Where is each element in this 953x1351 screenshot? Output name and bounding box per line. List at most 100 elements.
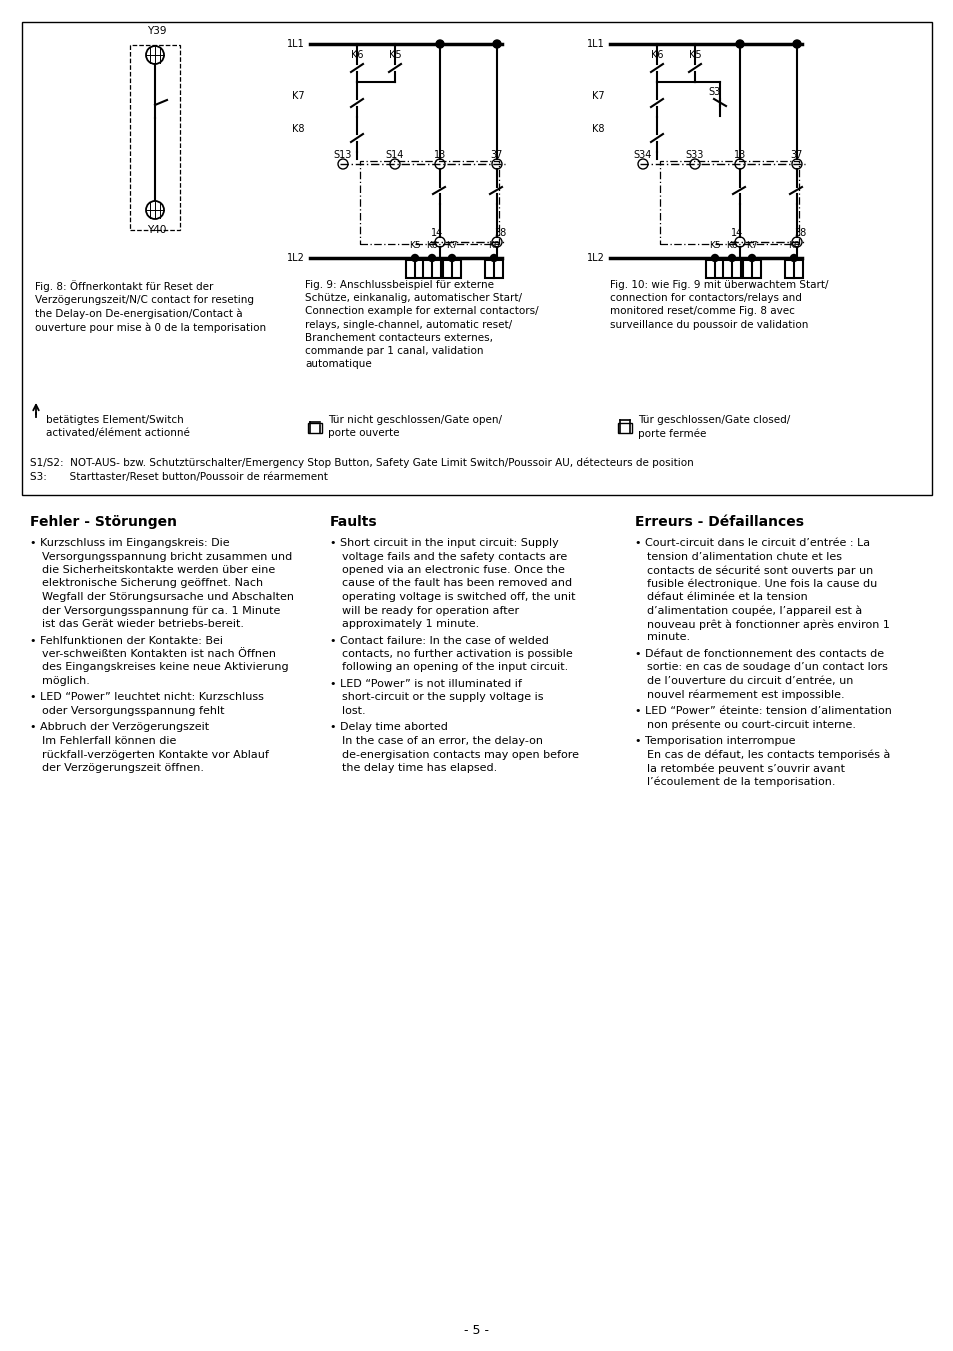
Text: contacts de sécurité sont ouverts par un: contacts de sécurité sont ouverts par un <box>646 565 872 576</box>
Text: ver-schweißten Kontakten ist nach Öffnen: ver-schweißten Kontakten ist nach Öffnen <box>42 648 275 659</box>
Bar <box>784 259 802 278</box>
Text: S3:       Starttaster/Reset button/Poussoir de réarmement: S3: Starttaster/Reset button/Poussoir de… <box>30 471 328 482</box>
Text: K8: K8 <box>488 240 499 250</box>
Circle shape <box>792 41 801 49</box>
Text: contacts, no further activation is possible: contacts, no further activation is possi… <box>341 648 572 659</box>
Text: S14: S14 <box>385 150 404 159</box>
Text: möglich.: möglich. <box>42 676 90 686</box>
Text: K5: K5 <box>409 240 420 250</box>
Bar <box>705 259 723 278</box>
Text: Tür geschlossen/Gate closed/
porte fermée: Tür geschlossen/Gate closed/ porte fermé… <box>638 415 789 439</box>
Bar <box>659 161 799 245</box>
Text: betätigtes Element/Switch
activated/élément actionné: betätigtes Element/Switch activated/élém… <box>46 415 190 438</box>
Text: K8: K8 <box>293 124 305 134</box>
Text: • Contact failure: In the case of welded: • Contact failure: In the case of welded <box>330 635 548 646</box>
Text: Im Fehlerfall können die: Im Fehlerfall können die <box>42 736 176 746</box>
Text: In the case of an error, the delay-on: In the case of an error, the delay-on <box>341 736 542 746</box>
Text: Fig. 10: wie Fig. 9 mit überwachtem Start/
connection for contactors/relays and
: Fig. 10: wie Fig. 9 mit überwachtem Star… <box>609 280 827 330</box>
Text: minute.: minute. <box>646 632 689 643</box>
Bar <box>130 45 180 230</box>
Text: non présente ou court-circuit interne.: non présente ou court-circuit interne. <box>646 720 855 730</box>
Bar <box>359 161 498 245</box>
Text: S3: S3 <box>707 86 720 97</box>
Text: tension d’alimentation chute et les: tension d’alimentation chute et les <box>646 551 841 562</box>
Text: 13: 13 <box>434 150 446 159</box>
Text: approximately 1 minute.: approximately 1 minute. <box>341 619 478 630</box>
Text: K5: K5 <box>388 50 401 59</box>
Bar <box>406 259 423 278</box>
Text: • Abbruch der Verzögerungszeit: • Abbruch der Verzögerungszeit <box>30 723 209 732</box>
Text: En cas de défaut, les contacts temporisés à: En cas de défaut, les contacts temporisé… <box>646 750 889 761</box>
Text: K7: K7 <box>592 91 604 101</box>
Text: rückfall-verzögerten Kontakte vor Ablauf: rückfall-verzögerten Kontakte vor Ablauf <box>42 750 269 759</box>
Bar <box>422 259 440 278</box>
Circle shape <box>490 254 497 262</box>
Text: following an opening of the input circuit.: following an opening of the input circui… <box>341 662 568 673</box>
Text: K6: K6 <box>351 50 363 59</box>
Text: 1L1: 1L1 <box>587 39 604 49</box>
Text: K6: K6 <box>725 240 737 250</box>
Text: K6: K6 <box>426 240 437 250</box>
Text: oder Versorgungsspannung fehlt: oder Versorgungsspannung fehlt <box>42 707 224 716</box>
Bar <box>442 259 460 278</box>
Text: der Verzögerungszeit öffnen.: der Verzögerungszeit öffnen. <box>42 763 204 773</box>
Bar <box>22 22 931 494</box>
Text: Y39: Y39 <box>147 26 167 36</box>
Text: • LED “Power” is not illuminated if: • LED “Power” is not illuminated if <box>330 680 521 689</box>
Text: Y40: Y40 <box>147 226 167 235</box>
Text: K5: K5 <box>688 50 700 59</box>
Text: • Delay time aborted: • Delay time aborted <box>330 723 447 732</box>
Text: • Short circuit in the input circuit: Supply: • Short circuit in the input circuit: Su… <box>330 538 558 549</box>
Bar <box>484 259 502 278</box>
Bar <box>742 259 760 278</box>
Text: K5: K5 <box>708 240 720 250</box>
Text: de-energisation contacts may open before: de-energisation contacts may open before <box>341 750 578 759</box>
Bar <box>308 423 322 434</box>
Text: l’écoulement de la temporisation.: l’écoulement de la temporisation. <box>646 777 835 788</box>
Text: - 5 -: - 5 - <box>464 1324 489 1336</box>
Text: short-circuit or the supply voltage is: short-circuit or the supply voltage is <box>341 693 543 703</box>
Text: fusible électronique. Une fois la cause du: fusible électronique. Une fois la cause … <box>646 578 877 589</box>
Text: sortie: en cas de soudage d’un contact lors: sortie: en cas de soudage d’un contact l… <box>646 662 887 673</box>
Text: la retombée peuvent s’ouvrir avant: la retombée peuvent s’ouvrir avant <box>646 763 844 774</box>
Text: d’alimentation coupée, l’appareil est à: d’alimentation coupée, l’appareil est à <box>646 605 862 616</box>
Text: nouveau prêt à fonctionner après environ 1: nouveau prêt à fonctionner après environ… <box>646 619 889 630</box>
Text: 13: 13 <box>733 150 745 159</box>
Circle shape <box>436 41 443 49</box>
Text: • Kurzschluss im Eingangskreis: Die: • Kurzschluss im Eingangskreis: Die <box>30 538 230 549</box>
Text: der Versorgungsspannung für ca. 1 Minute: der Versorgungsspannung für ca. 1 Minute <box>42 605 280 616</box>
Text: die Sicherheitskontakte werden über eine: die Sicherheitskontakte werden über eine <box>42 565 275 576</box>
Text: cause of the fault has been removed and: cause of the fault has been removed and <box>341 578 572 589</box>
Text: operating voltage is switched off, the unit: operating voltage is switched off, the u… <box>341 592 575 603</box>
Text: • Fehlfunktionen der Kontakte: Bei: • Fehlfunktionen der Kontakte: Bei <box>30 635 223 646</box>
Circle shape <box>428 254 435 262</box>
Circle shape <box>735 41 743 49</box>
Text: 14: 14 <box>431 228 442 238</box>
Text: Wegfall der Störungsursache und Abschalten: Wegfall der Störungsursache und Abschalt… <box>42 592 294 603</box>
Text: S1/S2:  NOT-AUS- bzw. Schutztürschalter/Emergency Stop Button, Safety Gate Limit: S1/S2: NOT-AUS- bzw. Schutztürschalter/E… <box>30 458 693 469</box>
Text: 1L1: 1L1 <box>287 39 305 49</box>
Text: Fehler - Störungen: Fehler - Störungen <box>30 515 177 530</box>
Circle shape <box>711 254 718 262</box>
Text: • Défaut de fonctionnement des contacts de: • Défaut de fonctionnement des contacts … <box>635 648 883 659</box>
Text: 38: 38 <box>793 228 805 238</box>
Text: S33: S33 <box>685 150 703 159</box>
Circle shape <box>411 254 418 262</box>
Text: nouvel réarmement est impossible.: nouvel réarmement est impossible. <box>646 689 843 700</box>
Text: Faults: Faults <box>330 515 377 530</box>
Text: • LED “Power” leuchtet nicht: Kurzschluss: • LED “Power” leuchtet nicht: Kurzschlus… <box>30 693 264 703</box>
Text: de l’ouverture du circuit d’entrée, un: de l’ouverture du circuit d’entrée, un <box>646 676 853 686</box>
Text: Versorgungsspannung bricht zusammen und: Versorgungsspannung bricht zusammen und <box>42 551 292 562</box>
Text: voltage fails and the safety contacts are: voltage fails and the safety contacts ar… <box>341 551 567 562</box>
Text: Tür nicht geschlossen/Gate open/
porte ouverte: Tür nicht geschlossen/Gate open/ porte o… <box>328 415 501 438</box>
Text: • LED “Power” éteinte: tension d’alimentation: • LED “Power” éteinte: tension d’aliment… <box>635 707 891 716</box>
Text: K7: K7 <box>446 240 457 250</box>
Circle shape <box>790 254 797 262</box>
Text: the delay time has elapsed.: the delay time has elapsed. <box>341 763 497 773</box>
Text: will be ready for operation after: will be ready for operation after <box>341 605 518 616</box>
Text: K7: K7 <box>745 240 757 250</box>
Text: défaut éliminée et la tension: défaut éliminée et la tension <box>646 592 807 603</box>
Text: 14: 14 <box>730 228 742 238</box>
Circle shape <box>448 254 455 262</box>
Text: K7: K7 <box>292 91 305 101</box>
